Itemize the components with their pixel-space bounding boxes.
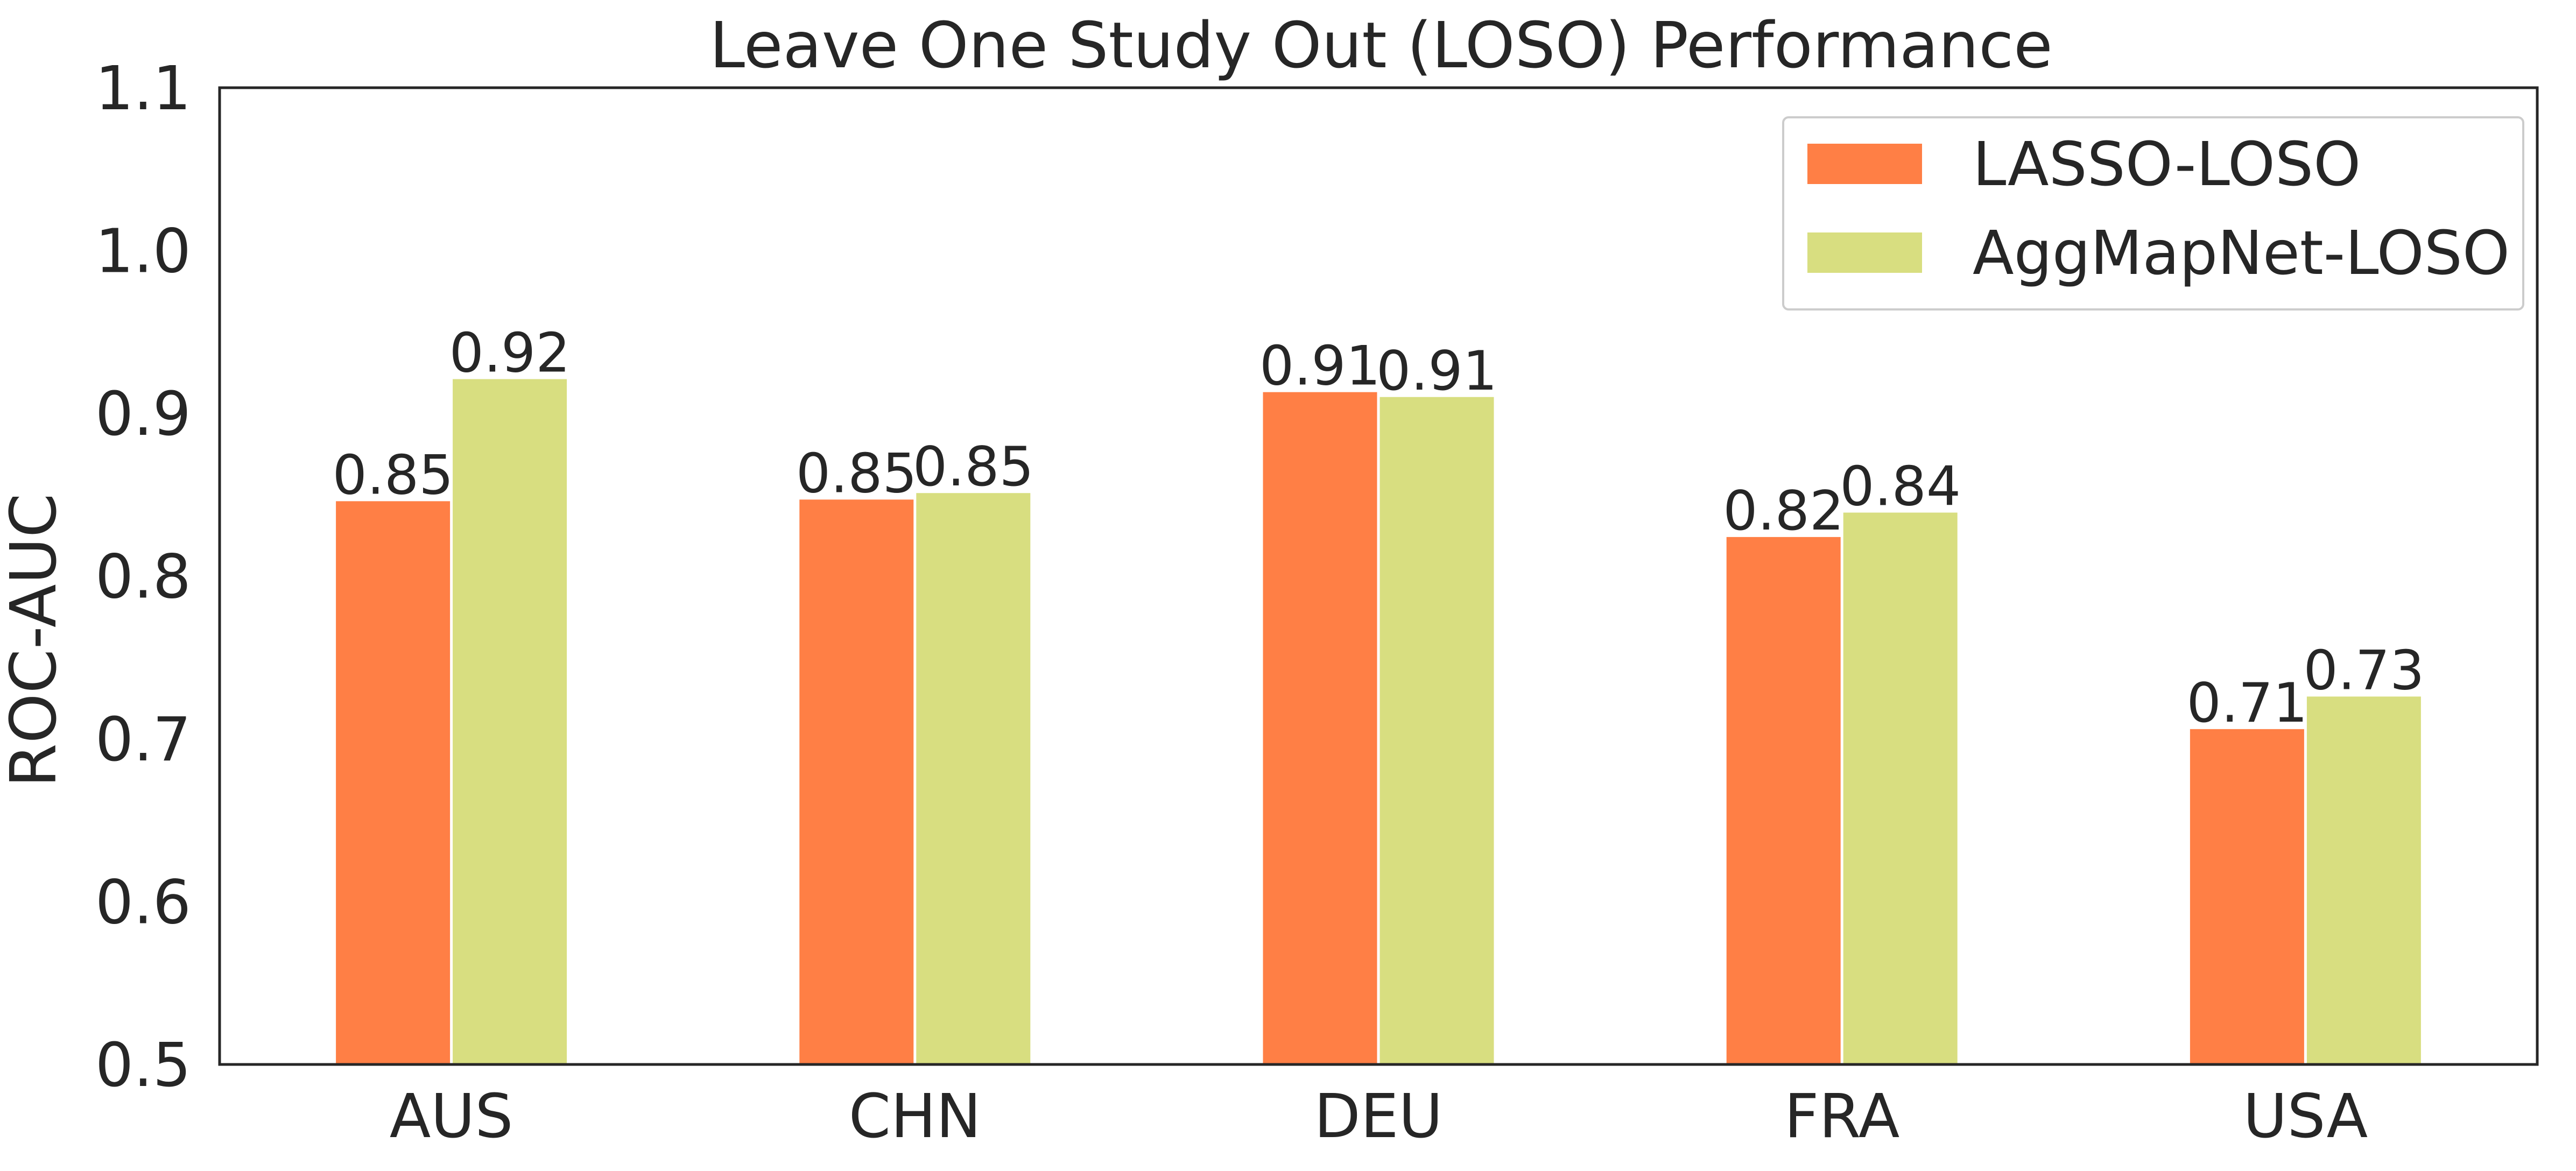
legend-swatch-lasso-loso xyxy=(1807,144,1922,184)
plot-frame xyxy=(218,86,2539,1066)
data-label-lasso-loso-deu: 0.91 xyxy=(1259,334,1381,398)
x-tick-labels: AUS CHN DEU FRA USA xyxy=(390,1082,2368,1152)
data-label-aggmapnet-loso-usa: 0.73 xyxy=(2303,638,2424,702)
legend-frame xyxy=(1782,116,2524,311)
bar-aggmapnet-loso-fra xyxy=(1843,512,1958,1064)
legend: LASSO-LOSO AggMapNet-LOSO xyxy=(1782,116,2524,311)
bar-aggmapnet-loso-deu xyxy=(1380,397,1494,1064)
bar-aggmapnet-loso-usa xyxy=(2306,696,2421,1064)
y-tick-0-7: 0.7 xyxy=(95,705,191,775)
y-tick-labels: 0.5 0.6 0.7 0.8 0.9 1.0 1.1 xyxy=(95,54,191,1101)
chart-title: Leave One Study Out (LOSO) Performance xyxy=(709,8,2052,82)
bars-group xyxy=(336,379,2421,1065)
data-label-lasso-loso-chn: 0.85 xyxy=(796,441,917,505)
bar-lasso-loso-fra xyxy=(1726,537,1841,1064)
y-tick-0-9: 0.9 xyxy=(95,379,191,449)
bar-lasso-loso-aus xyxy=(336,501,451,1064)
x-tick-deu: DEU xyxy=(1314,1082,1443,1152)
x-tick-fra: FRA xyxy=(1784,1082,1899,1152)
y-tick-0-6: 0.6 xyxy=(95,868,191,938)
x-tick-aus: AUS xyxy=(390,1082,513,1152)
data-label-lasso-loso-aus: 0.85 xyxy=(333,443,454,506)
bar-lasso-loso-deu xyxy=(1263,392,1377,1064)
y-tick-1-1: 1.1 xyxy=(95,54,191,124)
data-labels-group: 0.850.920.850.850.910.910.820.840.710.73 xyxy=(333,321,2425,734)
bar-aggmapnet-loso-chn xyxy=(916,493,1031,1064)
bar-aggmapnet-loso-aus xyxy=(453,379,567,1064)
data-label-aggmapnet-loso-deu: 0.91 xyxy=(1376,339,1497,403)
x-tick-chn: CHN xyxy=(849,1082,981,1152)
legend-swatch-aggmapnet-loso xyxy=(1807,232,1922,273)
data-label-lasso-loso-fra: 0.82 xyxy=(1723,479,1844,542)
data-label-lasso-loso-usa: 0.71 xyxy=(2186,671,2307,735)
x-tick-usa: USA xyxy=(2243,1082,2368,1152)
data-label-aggmapnet-loso-aus: 0.92 xyxy=(449,321,571,384)
data-label-aggmapnet-loso-chn: 0.85 xyxy=(913,435,1034,498)
y-tick-0-8: 0.8 xyxy=(95,542,191,612)
y-tick-0-5: 0.5 xyxy=(95,1031,191,1101)
y-tick-1-0: 1.0 xyxy=(95,217,191,287)
bar-lasso-loso-usa xyxy=(2190,729,2304,1064)
legend-label-aggmapnet-loso: AggMapNet-LOSO xyxy=(1973,218,2510,288)
bar-lasso-loso-chn xyxy=(799,499,914,1065)
y-axis-label: ROC-AUC xyxy=(0,493,71,788)
legend-label-lasso-loso: LASSO-LOSO xyxy=(1973,130,2361,200)
data-label-aggmapnet-loso-fra: 0.84 xyxy=(1840,455,1961,518)
